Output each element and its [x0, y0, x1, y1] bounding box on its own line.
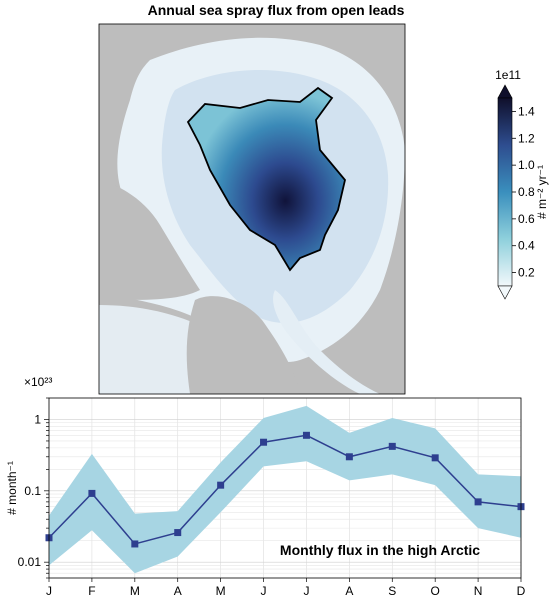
y-tick-label: 1 [34, 412, 41, 426]
panel-label: Monthly flux in the high Arctic [280, 542, 480, 558]
x-tick-label: S [388, 584, 396, 598]
series-line [48, 434, 522, 545]
colorbar-gradient [497, 97, 513, 287]
greenland-land [186, 296, 300, 394]
x-tick-label: F [88, 584, 95, 598]
data-point [302, 431, 310, 439]
greenland-channel [273, 290, 380, 394]
x-tick-label: A [345, 584, 353, 598]
uncertainty-band [49, 405, 521, 574]
high-arctic-region [186, 86, 346, 272]
y-tick-label: 0.1 [24, 484, 41, 498]
colorbar-extend-top [497, 84, 513, 99]
x-tick-label: M [130, 584, 140, 598]
monthly-flux-chart: 0.01 0.1 1 J F M A M J J A S O N D ×10²³ # month⁻¹ Mo… [5, 375, 526, 598]
colorbar-tick-label: 0.6 [518, 212, 535, 226]
colorbar-multiplier: 1e11 [495, 68, 521, 82]
map-frame [98, 23, 406, 395]
colorbar-tick-label: 1.4 [518, 104, 535, 118]
data-point [345, 453, 353, 461]
data-point [431, 454, 439, 462]
plot-frame [48, 397, 522, 579]
map-title: Annual sea spray flux from open leads [148, 2, 405, 18]
x-tick-label: O [431, 584, 440, 598]
canada-land [99, 180, 200, 300]
colorbar-tick-label: 0.4 [518, 239, 535, 253]
y-multiplier: ×10²³ [24, 375, 52, 389]
data-point [88, 489, 96, 497]
colorbar: 1e11 0.2 0.4 0.6 0.8 1.0 1.2 1.4 # m⁻² yr⁻¹ [495, 68, 549, 300]
x-tick-label: J [46, 584, 52, 598]
x-tick-label: A [174, 584, 182, 598]
colorbar-tick-label: 1.0 [518, 158, 535, 172]
colorbar-tick-label: 1.2 [518, 131, 535, 145]
y-axis-label: # month⁻¹ [5, 461, 19, 515]
data-point [131, 540, 139, 548]
data-point [474, 498, 482, 506]
x-tick-label: M [216, 584, 226, 598]
colorbar-label: # m⁻² yr⁻¹ [535, 165, 549, 219]
data-point [217, 481, 225, 489]
x-tick-label: D [517, 584, 526, 598]
colorbar-tick-label: 0.8 [518, 185, 535, 199]
x-tick-label: J [261, 584, 267, 598]
data-point [388, 442, 396, 450]
arctic-map [99, 24, 405, 394]
colorbar-tick-label: 0.2 [518, 266, 535, 280]
colorbar-extend-bottom [497, 285, 513, 300]
data-point [174, 529, 182, 537]
x-tick-label: N [474, 584, 483, 598]
data-point [260, 438, 268, 446]
y-tick-label: 0.01 [18, 555, 42, 569]
x-tick-label: J [303, 584, 309, 598]
